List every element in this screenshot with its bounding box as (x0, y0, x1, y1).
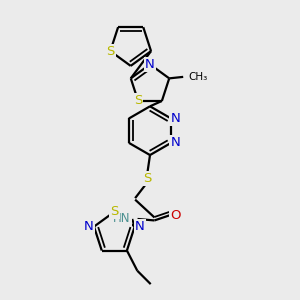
Text: S: S (134, 94, 142, 107)
Text: S: S (106, 45, 115, 58)
Text: N: N (84, 220, 94, 233)
Text: N: N (170, 136, 180, 149)
Text: O: O (170, 208, 181, 222)
Text: S: S (143, 172, 151, 185)
Text: N: N (135, 220, 145, 233)
Text: CH₃: CH₃ (188, 72, 208, 82)
Text: HN: HN (113, 212, 131, 226)
Text: S: S (110, 205, 118, 218)
Text: N: N (170, 112, 180, 125)
Text: N: N (145, 58, 155, 71)
